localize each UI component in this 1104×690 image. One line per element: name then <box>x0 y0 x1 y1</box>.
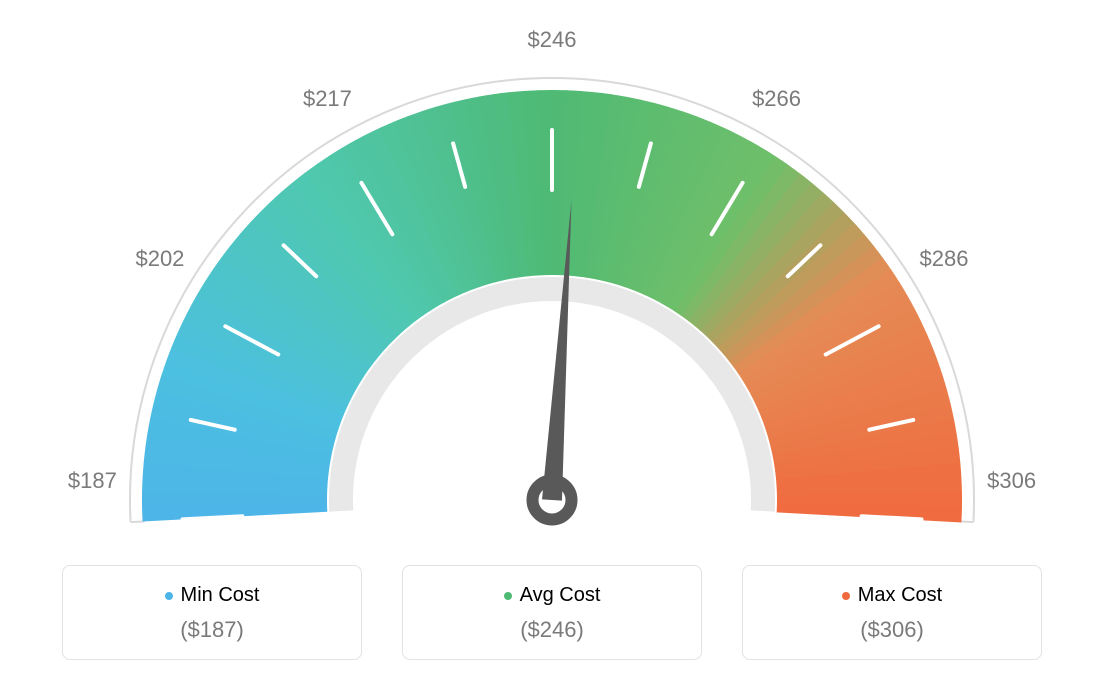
gauge-tick-label: $202 <box>135 246 184 272</box>
legend-title-max: Max Cost <box>842 584 942 607</box>
gauge-tick-label: $286 <box>920 246 969 272</box>
legend-dot-max <box>842 592 850 600</box>
legend-title-min: Min Cost <box>165 584 260 607</box>
legend-label-max: Max Cost <box>858 584 942 607</box>
legend-label-avg: Avg Cost <box>520 584 601 607</box>
gauge-tick-label: $266 <box>752 86 801 112</box>
legend-card-avg: Avg Cost ($246) <box>402 565 702 660</box>
legend-row: Min Cost ($187) Avg Cost ($246) Max Cost… <box>0 565 1104 660</box>
legend-card-max: Max Cost ($306) <box>742 565 1042 660</box>
legend-value-max: ($306) <box>743 617 1041 643</box>
legend-value-min: ($187) <box>63 617 361 643</box>
gauge-svg <box>0 0 1104 560</box>
gauge-tick-label: $187 <box>68 468 117 494</box>
gauge-tick-label: $306 <box>987 468 1036 494</box>
legend-label-min: Min Cost <box>181 584 260 607</box>
legend-dot-min <box>165 592 173 600</box>
gauge-tick-label: $217 <box>303 86 352 112</box>
gauge-chart: $187 $202 $217 $246 $266 $286 $306 <box>0 0 1104 560</box>
legend-title-avg: Avg Cost <box>504 584 601 607</box>
legend-value-avg: ($246) <box>403 617 701 643</box>
legend-dot-avg <box>504 592 512 600</box>
legend-card-min: Min Cost ($187) <box>62 565 362 660</box>
gauge-tick-label: $246 <box>528 27 577 53</box>
